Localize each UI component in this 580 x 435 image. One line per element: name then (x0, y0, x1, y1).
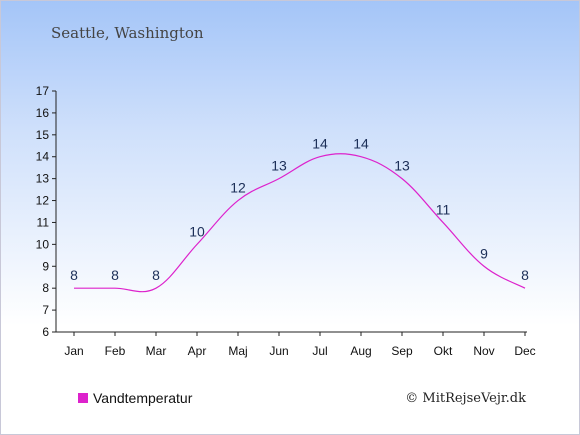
data-label: 10 (189, 223, 205, 239)
y-tick-label: 12 (36, 194, 50, 208)
legend-label: Vandtemperatur (93, 390, 193, 406)
data-labels: 8 8 8 10 12 13 14 14 13 11 9 8 (70, 136, 529, 283)
data-label: 14 (312, 136, 328, 152)
y-tick-label: 11 (37, 215, 50, 229)
data-label: 8 (111, 267, 119, 283)
legend-swatch (78, 393, 88, 403)
y-tick-label: 14 (36, 150, 50, 164)
y-tick-label: 10 (36, 237, 50, 251)
y-tick-label: 7 (42, 303, 49, 317)
data-label: 12 (230, 180, 246, 196)
data-label: 11 (436, 201, 451, 217)
y-tick-label: 8 (42, 281, 49, 295)
x-tick-label: Jan (64, 344, 83, 358)
series-group (73, 153, 526, 293)
data-label: 8 (70, 267, 78, 283)
chart-title: Seattle, Washington (51, 24, 204, 42)
legend: Vandtemperatur (78, 390, 193, 406)
y-tick-label: 6 (42, 325, 49, 339)
x-tick-label: Sep (391, 344, 413, 358)
x-tick-label: Aug (350, 344, 371, 358)
data-label: 8 (521, 267, 529, 283)
y-axis: 6 7 8 9 10 11 12 13 14 15 16 17 (36, 84, 57, 339)
y-tick-label: 17 (36, 84, 50, 98)
y-tick-label: 16 (36, 106, 50, 120)
x-tick-label: Maj (228, 344, 247, 358)
x-tick-label: Nov (473, 344, 494, 358)
x-tick-label: Apr (188, 344, 207, 358)
x-tick-label: Mar (146, 344, 167, 358)
y-tick-label: 13 (36, 172, 50, 186)
y-tick-label: 9 (42, 259, 49, 273)
x-axis: Jan Feb Mar Apr Maj Jun Jul Aug Sep Okt Nov Dec (56, 331, 536, 358)
x-tick-label: Jun (269, 344, 288, 358)
data-label: 9 (480, 245, 488, 261)
x-tick-label: Okt (434, 344, 453, 358)
data-label: 13 (394, 158, 410, 174)
y-tick-label: 15 (36, 128, 50, 142)
x-tick-label: Feb (105, 344, 126, 358)
data-label: 14 (353, 136, 369, 152)
credit-text: © MitRejseVejr.dk (405, 391, 526, 406)
data-label: 8 (152, 267, 160, 283)
x-tick-label: Dec (514, 344, 535, 358)
series-line-vandtemperatur (73, 153, 526, 293)
x-tick-label: Jul (312, 344, 327, 358)
data-label: 13 (271, 158, 287, 174)
